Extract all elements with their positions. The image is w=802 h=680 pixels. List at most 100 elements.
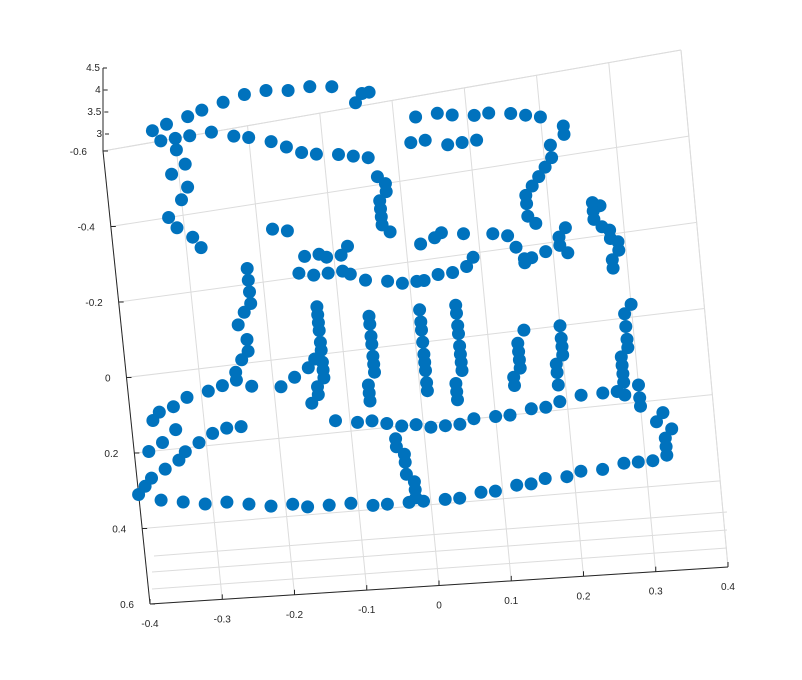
data-point xyxy=(181,180,195,194)
data-point xyxy=(361,151,375,165)
grid-line-y xyxy=(142,480,721,529)
data-point xyxy=(558,221,572,235)
data-point xyxy=(665,422,679,436)
data-point xyxy=(467,412,481,426)
data-point xyxy=(381,274,395,288)
data-point xyxy=(334,248,348,262)
data-point xyxy=(538,472,552,485)
data-point xyxy=(553,395,567,409)
data-point xyxy=(158,462,172,476)
data-point xyxy=(351,415,364,429)
data-point xyxy=(175,193,188,207)
data-point xyxy=(418,133,432,147)
data-point xyxy=(194,241,208,255)
tick-labels: 0.4 0.3 0.2 0.1 0 -0.1 -0.2 -0.3 -0.4 -0.6 -0.4 -0.… xyxy=(70,63,736,630)
data-point xyxy=(618,307,632,321)
data-points xyxy=(132,80,679,514)
data-point xyxy=(453,417,467,431)
data-point xyxy=(455,364,469,377)
data-point xyxy=(142,445,156,458)
data-point xyxy=(617,375,631,389)
data-point xyxy=(453,491,467,505)
data-point xyxy=(404,136,418,150)
x-tick-label: 0 xyxy=(436,601,442,612)
data-point xyxy=(176,495,190,509)
data-point xyxy=(332,148,345,161)
data-point xyxy=(438,419,452,433)
data-point xyxy=(660,448,674,462)
data-point xyxy=(383,225,397,239)
data-point xyxy=(325,80,339,94)
y-tick-label: 0.2 xyxy=(104,449,118,460)
data-point xyxy=(420,384,434,398)
data-point xyxy=(633,391,647,405)
data-point xyxy=(181,110,195,124)
data-point xyxy=(452,327,465,341)
data-point xyxy=(415,323,428,337)
data-point xyxy=(274,380,288,394)
data-point xyxy=(532,170,546,184)
data-point xyxy=(215,379,229,393)
y-tick-label: 0.4 xyxy=(112,525,126,536)
data-point xyxy=(533,110,547,124)
data-point xyxy=(322,498,336,512)
x-tick-label: 0.3 xyxy=(649,587,663,598)
data-point xyxy=(610,385,624,398)
data-point xyxy=(169,423,183,437)
data-point xyxy=(460,260,474,273)
grid-line-edge xyxy=(102,49,682,152)
data-point xyxy=(165,167,179,181)
data-point xyxy=(363,317,377,331)
data-point xyxy=(517,252,531,266)
data-point xyxy=(355,87,369,100)
data-point xyxy=(428,231,442,245)
data-point xyxy=(410,274,424,288)
data-point xyxy=(510,478,524,492)
data-point xyxy=(539,400,553,414)
data-point xyxy=(321,266,335,280)
data-point xyxy=(240,262,254,275)
data-point xyxy=(146,414,160,427)
z-tick-label: 4.5 xyxy=(86,63,100,74)
data-point xyxy=(349,96,362,110)
data-point xyxy=(424,420,438,434)
data-point xyxy=(380,417,394,430)
data-point xyxy=(298,249,312,263)
y-tick-label: -0.6 xyxy=(70,147,88,158)
data-point xyxy=(543,138,557,152)
data-point xyxy=(513,361,527,375)
data-point xyxy=(198,497,212,511)
data-point xyxy=(227,129,241,143)
data-point xyxy=(509,240,523,254)
data-point xyxy=(561,246,575,260)
x-tick-label: -0.4 xyxy=(141,619,159,630)
data-point xyxy=(438,492,452,506)
data-point xyxy=(470,133,484,147)
data-point xyxy=(519,108,533,122)
data-point xyxy=(178,445,192,459)
data-point xyxy=(301,500,315,514)
data-point xyxy=(346,149,360,163)
data-point xyxy=(154,493,168,507)
y-tick-label: -0.4 xyxy=(78,223,96,234)
data-point xyxy=(309,147,323,161)
data-point xyxy=(631,455,645,469)
data-point xyxy=(312,324,326,337)
data-point xyxy=(619,320,633,333)
data-point xyxy=(220,495,234,509)
data-point xyxy=(368,365,381,379)
data-point xyxy=(201,384,215,398)
data-point xyxy=(359,273,372,287)
data-point xyxy=(195,103,209,117)
grid-line-z xyxy=(151,529,728,573)
data-point xyxy=(264,135,278,149)
data-point xyxy=(517,323,531,337)
data-point xyxy=(245,379,259,393)
data-point xyxy=(266,222,279,236)
data-point xyxy=(308,352,322,366)
data-point xyxy=(312,247,326,261)
data-point xyxy=(419,364,432,377)
data-point xyxy=(596,386,610,400)
data-point xyxy=(574,464,588,478)
